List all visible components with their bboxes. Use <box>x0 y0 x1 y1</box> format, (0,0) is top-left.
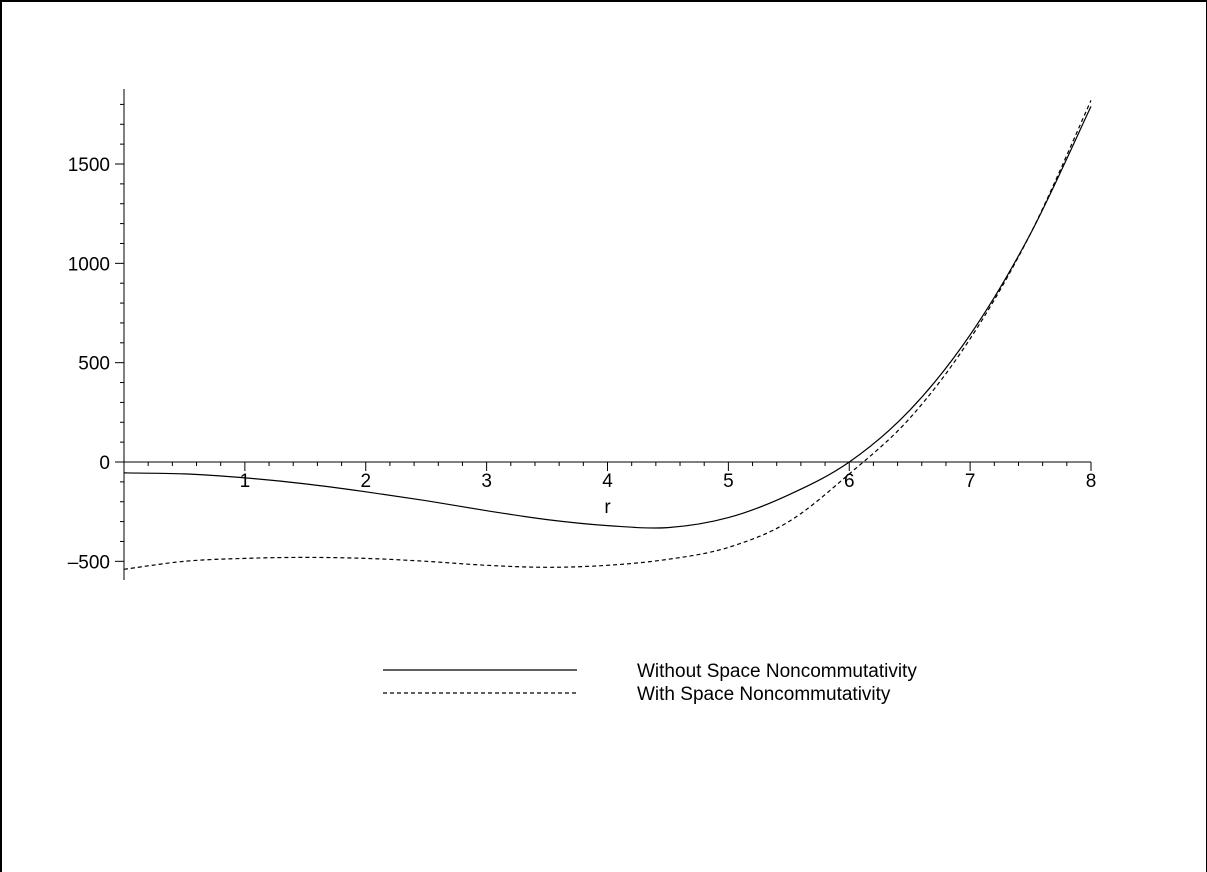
series-group <box>123 100 1092 570</box>
x-tick-label: 8 <box>1086 471 1097 492</box>
x-tick-label: 5 <box>723 471 734 492</box>
x-tick-label: 4 <box>602 471 613 492</box>
legend-label: Without Space Noncommutativity <box>637 661 917 682</box>
y-tick-label: 1500 <box>68 155 110 176</box>
series-line-without-noncommutativity <box>123 106 1092 529</box>
tick-labels: 1 2 3 4 5 6 7 8 –500 0 500 1000 1500 <box>68 155 1097 573</box>
x-tick-label: 3 <box>481 471 492 492</box>
x-tick-label: 7 <box>965 471 976 492</box>
y-tick-label: –500 <box>68 552 110 573</box>
x-tick-label: 6 <box>844 471 855 492</box>
y-tick-label: 0 <box>99 453 110 474</box>
series-line-with-noncommutativity <box>123 100 1092 570</box>
x-tick-label: 1 <box>240 471 251 492</box>
y-tick-label: 1000 <box>68 254 110 275</box>
y-tick-label: 500 <box>78 354 110 375</box>
x-tick-label: 2 <box>360 471 371 492</box>
ticks <box>115 103 1092 562</box>
legend-label: With Space Noncommutativity <box>637 684 891 705</box>
x-axis-label: r <box>604 497 611 518</box>
